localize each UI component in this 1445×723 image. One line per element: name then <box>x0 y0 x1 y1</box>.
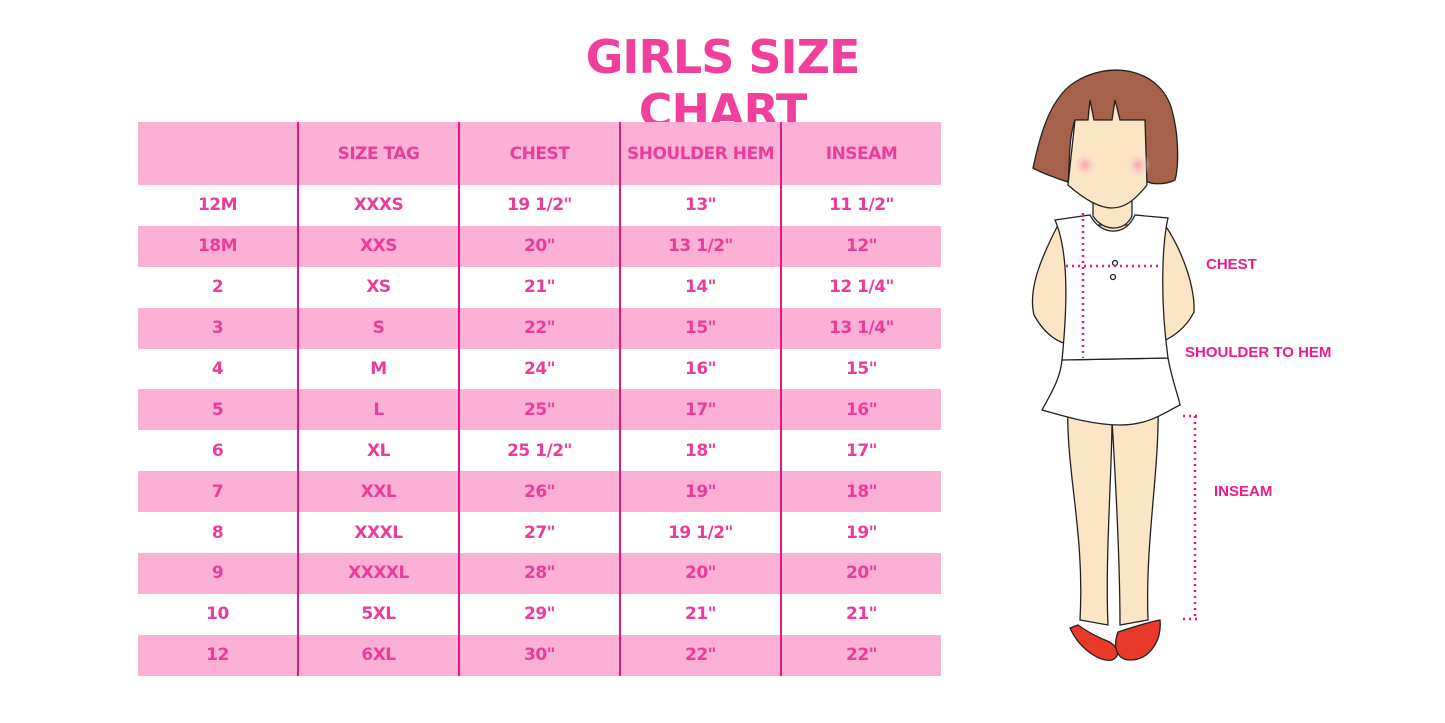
shirt <box>1054 214 1169 361</box>
column-header: SIZE TAG <box>297 122 459 185</box>
table-cell: 17" <box>780 430 941 472</box>
table-cell: 18M <box>138 225 298 267</box>
table-cell: XL <box>297 430 459 472</box>
table-cell: 22" <box>780 634 941 676</box>
table-cell: 16" <box>780 389 941 431</box>
table-cell: S <box>297 307 459 349</box>
table-cell: 11 1/2" <box>780 185 941 226</box>
column-header <box>138 122 298 185</box>
table-cell: 20" <box>619 553 781 594</box>
table-cell: 12M <box>197 195 238 216</box>
table-cell: XXS <box>297 225 459 267</box>
table-cell: 6 <box>211 440 224 461</box>
table-row: 12 6XL 30" 22" 22" <box>138 634 941 676</box>
legs <box>1067 399 1159 626</box>
table-cell: 25 1/2" <box>458 430 620 472</box>
table-cell: 29" <box>458 593 620 635</box>
table-cell: 26" <box>458 471 620 513</box>
table-cell: 16" <box>619 348 781 390</box>
table-cell: 22" <box>619 634 781 676</box>
inseam-label: INSEAM <box>1214 483 1273 500</box>
chest-label: CHEST <box>1206 256 1257 273</box>
table-cell: 15" <box>780 348 941 390</box>
table-cell: 17" <box>619 389 781 431</box>
table-cell: 19" <box>619 471 781 513</box>
table-cell: 27" <box>458 512 620 554</box>
table-cell: 22" <box>458 307 620 349</box>
table-cell: XXXL <box>297 512 459 554</box>
table-cell: 18" <box>619 430 781 472</box>
table-cell: 28" <box>458 553 620 594</box>
table-cell: XXXXL <box>297 553 459 594</box>
table-cell: XXXS <box>297 185 459 226</box>
table-row: 9 XXXXL 28" 20" 20" <box>138 553 941 594</box>
table-cell: 14" <box>619 266 781 308</box>
table-cell: 5XL <box>297 593 459 635</box>
table-cell: 6XL <box>297 634 459 676</box>
table-cell: 13 1/2" <box>619 225 781 267</box>
table-cell: 12 <box>138 634 298 676</box>
page-title: GIRLS SIZE CHART <box>585 30 861 138</box>
table-cell: 12 1/4" <box>780 266 941 308</box>
table-row: 18M XXS 20" 13 1/2" 12" <box>138 225 941 267</box>
table-header-row: SIZE TAG CHEST SHOULDER HEM INSEAM <box>138 122 941 185</box>
table-cell: 19" <box>780 512 941 554</box>
table-cell: 24" <box>458 348 620 390</box>
size-table: SIZE TAG CHEST SHOULDER HEM INSEAM 12M XXXS 1… <box>138 122 941 676</box>
table-cell: 3 <box>138 307 298 349</box>
table-row: 2 XS 21" 14" 12 1/4" <box>138 266 941 308</box>
table-cell: 9 <box>138 553 298 594</box>
table-cell: 20" <box>458 225 620 267</box>
table-cell: 13" <box>619 185 781 226</box>
table-cell: XXL <box>297 471 459 513</box>
table-row: 4 M 24" 16" 15" <box>138 348 941 390</box>
face <box>1067 99 1148 209</box>
table-cell: 21" <box>780 593 941 635</box>
table-cell: 13 1/4" <box>780 307 941 349</box>
column-header: INSEAM <box>780 122 941 185</box>
table-row: 5 L 25" 17" 16" <box>138 389 941 431</box>
table-cell: 4 <box>211 359 224 379</box>
table-cell: 30" <box>458 634 620 676</box>
table-row: 8 XXXL 27" 19 1/2" 19" <box>138 512 941 554</box>
table-cell: 21" <box>458 266 620 308</box>
column-header: CHEST <box>458 122 620 185</box>
table-row: 7 XXL 26" 19" 18" <box>138 471 941 513</box>
shoulder-to-hem-label: SHOULDER TO HEM <box>1185 344 1332 361</box>
table-row: 3 S 22" 15" 13 1/4" <box>138 307 941 349</box>
table-cell: M <box>297 348 459 390</box>
table-cell: 10 <box>206 604 229 625</box>
table-cell: 21" <box>619 593 781 635</box>
table-row: 10 5XL 29" 21" 21" <box>138 593 941 635</box>
left-shoe <box>1069 624 1119 661</box>
right-shoe <box>1115 619 1161 661</box>
table-cell: L <box>297 389 459 431</box>
column-header: SHOULDER HEM <box>619 122 781 185</box>
table-cell: 7 <box>138 471 298 513</box>
table-cell: 12" <box>780 225 941 267</box>
table-cell: 2 <box>211 277 224 298</box>
table-cell: 20" <box>780 553 941 594</box>
table-row: 12M XXXS 19 1/2" 13" 11 1/2" <box>138 185 941 226</box>
table-cell: 15" <box>619 307 781 349</box>
table-cell: 5 <box>138 389 298 431</box>
table-cell: 19 1/2" <box>458 185 620 226</box>
table-cell: XS <box>297 266 459 308</box>
table-cell: 8 <box>211 522 224 543</box>
table-cell: 18" <box>780 471 941 513</box>
skirt <box>1041 357 1181 426</box>
table-row: 6 XL 25 1/2" 18" 17" <box>138 430 941 472</box>
table-cell: 19 1/2" <box>619 512 781 554</box>
table-cell: 25" <box>458 389 620 431</box>
